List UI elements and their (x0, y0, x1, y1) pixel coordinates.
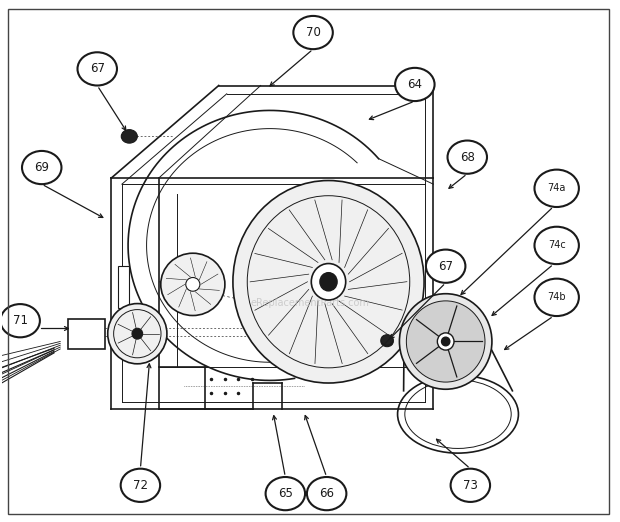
Ellipse shape (108, 304, 167, 364)
Circle shape (307, 477, 347, 510)
Text: 65: 65 (278, 487, 293, 500)
Text: 69: 69 (34, 161, 49, 174)
Circle shape (534, 227, 579, 264)
Ellipse shape (233, 181, 424, 383)
Text: 67: 67 (438, 259, 453, 272)
Circle shape (78, 52, 117, 86)
Text: 74a: 74a (547, 183, 566, 193)
Ellipse shape (186, 278, 200, 291)
Text: 72: 72 (133, 479, 148, 492)
Text: eReplacementParts.com: eReplacementParts.com (250, 298, 370, 307)
Circle shape (265, 477, 305, 510)
Circle shape (426, 250, 466, 283)
Text: 64: 64 (407, 78, 422, 91)
Circle shape (22, 151, 61, 184)
Circle shape (381, 335, 393, 345)
Ellipse shape (320, 272, 337, 291)
Text: 71: 71 (12, 314, 28, 327)
Circle shape (534, 170, 579, 207)
Circle shape (381, 336, 393, 347)
Text: 74b: 74b (547, 292, 566, 302)
Circle shape (395, 68, 435, 101)
Text: 68: 68 (460, 151, 475, 164)
Circle shape (1, 304, 40, 337)
Circle shape (451, 469, 490, 502)
Text: 70: 70 (306, 26, 321, 39)
Text: 73: 73 (463, 479, 478, 492)
Text: 74c: 74c (548, 241, 565, 251)
Ellipse shape (406, 301, 485, 382)
Text: 66: 66 (319, 487, 334, 500)
Circle shape (121, 469, 160, 502)
Circle shape (122, 129, 137, 143)
Circle shape (448, 140, 487, 174)
Circle shape (534, 279, 579, 316)
Bar (68, 319, 105, 349)
Ellipse shape (437, 333, 454, 350)
Ellipse shape (441, 337, 450, 346)
Ellipse shape (161, 253, 225, 315)
Ellipse shape (399, 294, 492, 389)
Bar (118, 266, 129, 308)
Ellipse shape (132, 328, 143, 339)
Text: 67: 67 (90, 63, 105, 75)
Ellipse shape (311, 264, 346, 300)
Circle shape (293, 16, 333, 49)
